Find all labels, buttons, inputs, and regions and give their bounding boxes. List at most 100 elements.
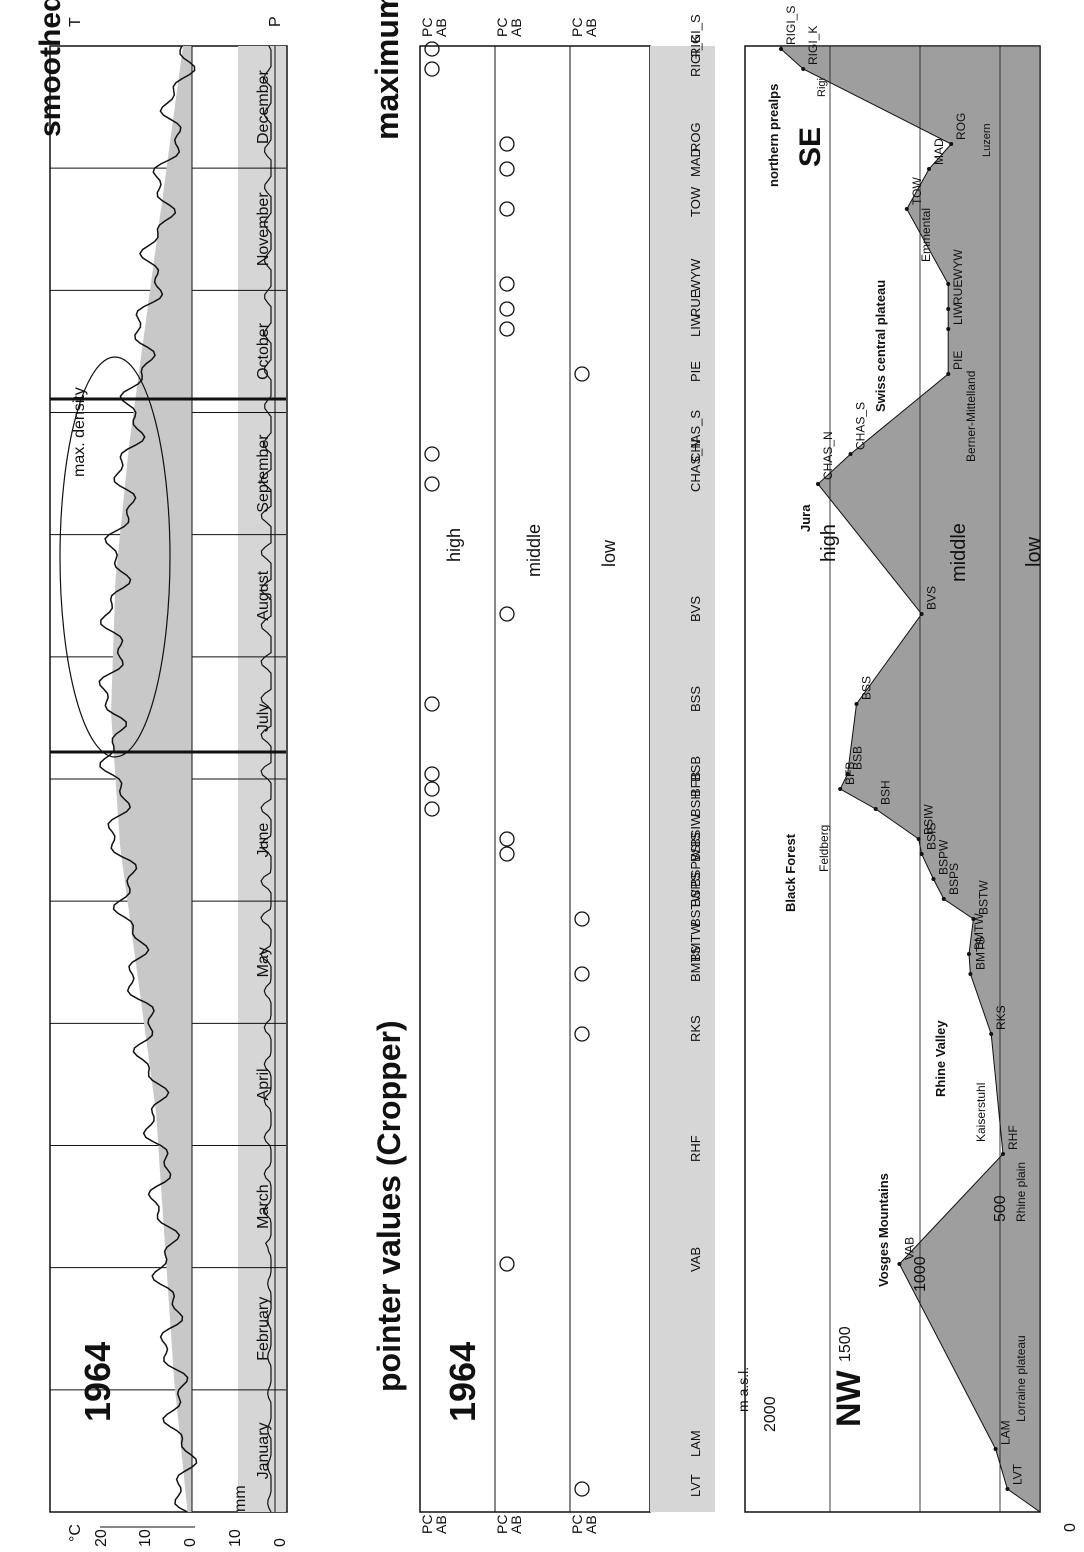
relief-level-high: high bbox=[818, 524, 840, 562]
max-density-annotation: max. density bbox=[71, 387, 88, 477]
station-label: BVS bbox=[688, 596, 703, 622]
relief-station-label: LVT bbox=[1010, 1463, 1024, 1485]
relief-area bbox=[780, 45, 1041, 1513]
relief-station-label: RKS bbox=[994, 1005, 1008, 1030]
pointer-circle bbox=[499, 321, 515, 337]
station-label: BMTW bbox=[688, 922, 703, 962]
relief-station-dot bbox=[919, 852, 924, 856]
relief-station-label: LAM bbox=[999, 1420, 1013, 1445]
station-label: VAB bbox=[688, 1247, 703, 1272]
relief-station-label: LIW bbox=[951, 303, 965, 325]
panel2-title: pointer values (Cropper) bbox=[371, 1020, 407, 1392]
station-label: BSS bbox=[688, 686, 703, 712]
panel2-year: 1964 bbox=[442, 1342, 483, 1422]
panel-pointer-values: maximum density pointer values (Cropper)… bbox=[369, 0, 715, 1534]
relief-station-dot bbox=[848, 452, 853, 456]
pcab-ab-3: AB bbox=[583, 1515, 599, 1534]
level-high: high bbox=[444, 528, 464, 562]
relief-station-label: BFB bbox=[843, 762, 857, 785]
region-black-forest: Black Forest bbox=[783, 833, 798, 912]
relief-station-dot bbox=[927, 167, 931, 171]
month-label: September bbox=[255, 434, 272, 513]
pointer-circle bbox=[424, 696, 440, 712]
station-label: LIW bbox=[688, 313, 703, 337]
relief-station-dot bbox=[801, 67, 806, 71]
month-label: August bbox=[255, 570, 272, 620]
pcab-pc-1: PC bbox=[419, 1515, 435, 1534]
relief-station-dot bbox=[941, 897, 946, 901]
relief-station-label: BSH bbox=[879, 780, 893, 805]
pcab-ab-2: AB bbox=[508, 1515, 524, 1534]
month-label: March bbox=[255, 1184, 272, 1228]
relief-station-label: RHF bbox=[1006, 1125, 1020, 1150]
month-label: May bbox=[255, 947, 272, 977]
region-labels: Lorraine plateau Vosges Mountains Rhine … bbox=[766, 78, 1028, 1422]
relief-station-label: BSB bbox=[851, 746, 865, 770]
relief-station-dot bbox=[854, 702, 859, 706]
month-label: October bbox=[255, 322, 272, 380]
region-kaiserstuhl: Kaiserstuhl bbox=[974, 1083, 988, 1142]
se-label: SE bbox=[794, 127, 827, 167]
region-lorraine: Lorraine plateau bbox=[1014, 1335, 1028, 1422]
pcab-pc-3: PC bbox=[569, 1515, 585, 1534]
elev-tick-0: 0 bbox=[1062, 1523, 1079, 1532]
station-label: ROG bbox=[688, 122, 703, 152]
region-luzern: Luzern bbox=[981, 123, 993, 157]
relief-station-dot bbox=[946, 307, 951, 311]
relief-station-dot bbox=[966, 952, 971, 956]
pointer-circle bbox=[574, 366, 590, 382]
pcab-ab-r1: AB bbox=[433, 18, 449, 37]
pointer-circle bbox=[424, 801, 440, 817]
station-label: RIGI_S bbox=[688, 14, 703, 57]
station-label: CHAS_S bbox=[688, 410, 703, 462]
panel2-right-title: maximum density bbox=[369, 0, 405, 140]
relief-station-label: BSIW bbox=[922, 804, 936, 835]
relief-station-label: ROG bbox=[954, 113, 968, 140]
region-jura: Jura bbox=[798, 504, 813, 532]
pointer-circle bbox=[499, 831, 515, 847]
region-northern-prealps: northern prealps bbox=[766, 84, 781, 187]
pointer-circle bbox=[424, 41, 440, 57]
relief-station-labels: LVTLAMVABRHFRKSBMTSBMTWBSTWBSPSBSPWBSISB… bbox=[779, 6, 1024, 1491]
station-label: RHF bbox=[688, 1135, 703, 1162]
pointer-circle bbox=[424, 781, 440, 797]
pointer-circle bbox=[574, 966, 590, 982]
month-label: February bbox=[255, 1297, 272, 1361]
relief-station-dot bbox=[897, 1262, 902, 1266]
station-band bbox=[650, 46, 715, 1512]
pcab-ab-1: AB bbox=[433, 1515, 449, 1534]
relief-station-dot bbox=[838, 787, 843, 791]
relief-station-dot bbox=[968, 972, 973, 976]
relief-station-label: BSPS bbox=[947, 863, 961, 895]
station-label: BFB bbox=[688, 772, 703, 797]
relief-station-dot bbox=[949, 142, 954, 146]
relief-station-dot bbox=[904, 207, 909, 211]
relief-station-dot bbox=[779, 47, 783, 51]
relief-level-middle: middle bbox=[948, 523, 970, 582]
station-label: RIGI_K bbox=[688, 34, 703, 77]
relief-station-label: BSIS bbox=[925, 823, 939, 850]
relief-station-label: BVS bbox=[925, 586, 939, 610]
panel-relief-profile: LVTLAMVABRHFRKSBMTSBMTWBSTWBSPSBSPWBSISB… bbox=[735, 6, 1079, 1532]
temp-tick-10: 10 bbox=[137, 1529, 154, 1547]
relief-station-dot bbox=[971, 917, 976, 921]
region-vosges: Vosges Mountains bbox=[876, 1173, 891, 1287]
relief-station-dot bbox=[845, 772, 850, 776]
pcab-pc-r1: PC bbox=[419, 18, 435, 37]
precip-unit-label: mm bbox=[232, 1485, 249, 1512]
station-labels: LVTLAMVABRHFRKSBMTSBMTWBSTWBSPSBSPWBSISB… bbox=[688, 14, 703, 1497]
relief-station-dot bbox=[1001, 1152, 1005, 1156]
region-rhine-valley: Rhine Valley bbox=[933, 1020, 948, 1097]
elev-tick-1000: 1000 bbox=[912, 1256, 929, 1292]
station-label: LAM bbox=[688, 1430, 703, 1457]
relief-station-label: BSPW bbox=[936, 839, 950, 875]
pointer-circle bbox=[424, 446, 440, 462]
relief-station-label: TOW bbox=[910, 177, 924, 205]
temp-tick-20: 20 bbox=[93, 1529, 110, 1547]
month-label: June bbox=[255, 823, 272, 858]
relief-station-dot bbox=[916, 837, 921, 841]
station-label: BSPS bbox=[688, 872, 703, 907]
relief-station-label: RIGI_K bbox=[806, 26, 820, 65]
relief-station-label: RIGI_S bbox=[784, 6, 798, 45]
panel1-year: 1964 bbox=[77, 1342, 118, 1422]
